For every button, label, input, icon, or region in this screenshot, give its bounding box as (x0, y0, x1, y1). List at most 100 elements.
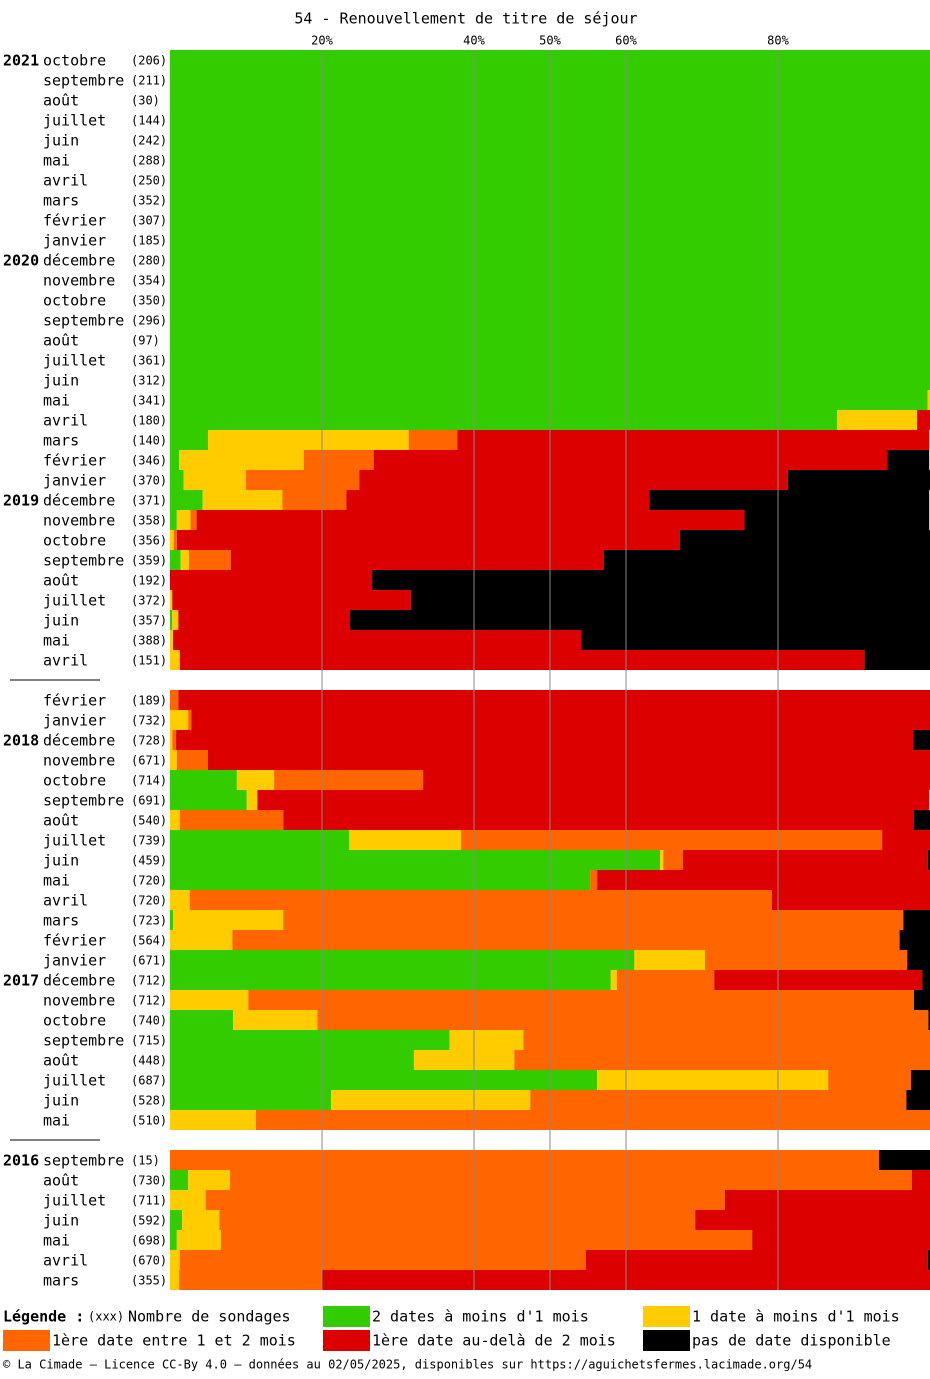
bar-segment (530, 1090, 907, 1110)
bar-segment (189, 550, 231, 570)
count-label: (97) (131, 334, 160, 348)
category-label: mars (43, 1272, 79, 1290)
category-label: février (43, 452, 106, 470)
category-label: juin (43, 612, 79, 630)
count-label: (712) (131, 994, 167, 1008)
year-label: 2016 (3, 1152, 39, 1170)
legend-label: 1 date à moins d'1 mois (692, 1308, 900, 1326)
legend-swatch (643, 1306, 690, 1327)
legend-count-label: Nombre de sondages (128, 1308, 291, 1326)
category-label: septembre (43, 792, 124, 810)
count-label: (459) (131, 854, 167, 868)
count-label: (359) (131, 554, 167, 568)
legend-swatch (3, 1330, 50, 1351)
bar-segment (170, 730, 173, 750)
bar-segment (179, 1270, 322, 1290)
bar-segment (219, 1210, 696, 1230)
bar-segment (172, 610, 179, 630)
count-label: (341) (131, 394, 167, 408)
bar-segment (170, 1190, 206, 1210)
count-label: (671) (131, 754, 167, 768)
bar-segment (188, 1170, 231, 1190)
bar-segment (907, 950, 930, 970)
bar-segment (170, 830, 350, 850)
legend-label: pas de date disponible (692, 1332, 891, 1350)
count-label: (730) (131, 1174, 167, 1188)
bar-segment (233, 1010, 318, 1030)
bar-segment (170, 1090, 332, 1110)
year-label: 2021 (3, 52, 39, 70)
bar-segment (173, 630, 582, 650)
year-label: 2017 (3, 972, 39, 990)
bar-segment (208, 430, 409, 450)
count-label: (711) (131, 1194, 167, 1208)
bar-segment (449, 1030, 524, 1050)
bar-segment (170, 1070, 598, 1090)
bar-segment (172, 730, 177, 750)
category-label: juillet (43, 832, 106, 850)
count-label: (288) (131, 154, 167, 168)
bar-segment (714, 970, 923, 990)
bar-segment (649, 490, 930, 510)
bar-segment (170, 690, 179, 710)
bar-segment (188, 710, 192, 730)
bar-segment (274, 770, 424, 790)
bar-segment (899, 930, 930, 950)
bar-segment (173, 530, 177, 550)
category-label: octobre (43, 292, 106, 310)
category-label: octobre (43, 772, 106, 790)
footer: © La Cimade – Licence CC-By 4.0 – donnée… (3, 1358, 812, 1372)
bar-segment (170, 1230, 177, 1250)
count-label: (296) (131, 314, 167, 328)
year-label: 2020 (3, 252, 39, 270)
bar-segment (752, 1230, 930, 1250)
bar-segment (903, 910, 930, 930)
bar-segment (170, 630, 174, 650)
bar-segment (172, 590, 411, 610)
count-label: (180) (131, 414, 167, 428)
category-label: janvier (43, 712, 106, 730)
bar-segment (837, 410, 918, 430)
category-label: juin (43, 132, 79, 150)
count-label: (346) (131, 454, 167, 468)
bar-segment (170, 470, 184, 490)
count-label: (352) (131, 194, 167, 208)
category-label: juillet (43, 352, 106, 370)
bar-segment (170, 1210, 183, 1230)
category-label: octobre (43, 1012, 106, 1030)
count-label: (354) (131, 274, 167, 288)
category-label: avril (43, 652, 88, 670)
bar-segment (913, 730, 930, 750)
bar-segment (230, 550, 604, 570)
category-label: mai (43, 1232, 70, 1250)
bar-segment (610, 970, 617, 990)
bar-segment (170, 970, 611, 990)
legend-swatch (323, 1306, 370, 1327)
bar-segment (257, 790, 930, 810)
bar-segment (597, 1070, 829, 1090)
bar-segment (176, 1230, 221, 1250)
category-label: juin (43, 1092, 79, 1110)
bar-segment (590, 870, 598, 890)
bar-segment (170, 910, 174, 930)
category-label: juin (43, 1212, 79, 1230)
bar-segment (705, 950, 908, 970)
bar-segment (205, 1190, 725, 1210)
count-label: (670) (131, 1254, 167, 1268)
bar-segment (170, 870, 591, 890)
bar-segment (372, 570, 930, 590)
bar-segment (179, 650, 865, 670)
bar-segment (927, 1250, 930, 1270)
bar-segment (170, 850, 661, 870)
count-label: (151) (131, 654, 167, 668)
bar-segment (246, 790, 258, 810)
bar-segment (170, 610, 173, 630)
bar-segment (927, 390, 930, 410)
bar-segment (927, 850, 930, 870)
category-label: mai (43, 872, 70, 890)
bar-segment (208, 750, 930, 770)
count-label: (357) (131, 614, 167, 628)
count-label: (540) (131, 814, 167, 828)
bar-segment (744, 510, 930, 530)
